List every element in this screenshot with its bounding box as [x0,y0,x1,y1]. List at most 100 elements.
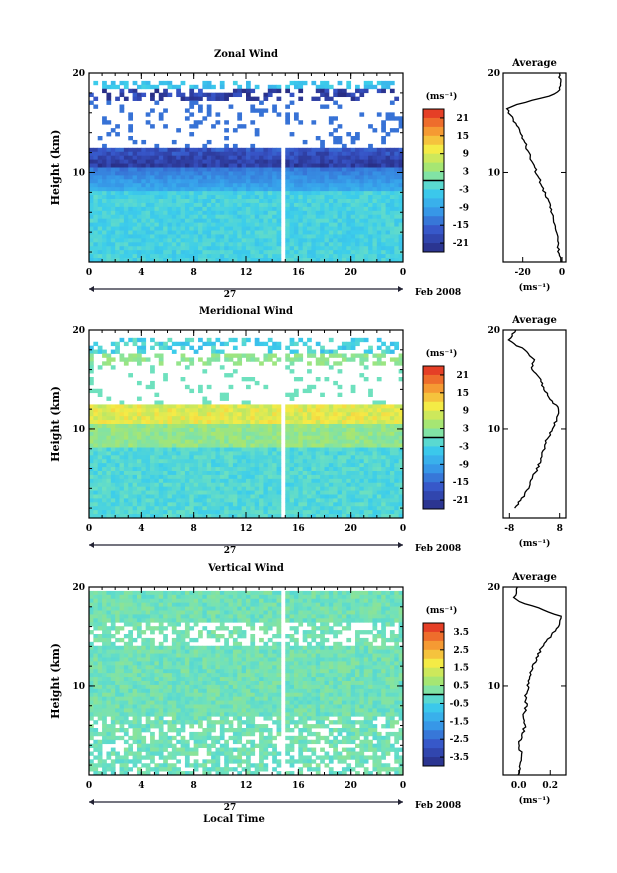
heatmap-cell [106,120,112,125]
heatmap-cell [163,435,168,441]
heatmap-cell [198,510,203,515]
y-tick-label: 20 [72,69,85,79]
heatmap-cell [198,254,203,259]
heatmap-cell [206,92,212,98]
heatmap-cell [211,447,216,452]
heatmap-cell [341,250,347,255]
heatmap-cell [346,132,352,137]
heatmap-cell [363,242,369,247]
heatmap-cell [368,238,373,243]
heatmap-cell [394,424,400,429]
heatmap-cell [206,357,212,362]
heatmap-cell [189,459,195,464]
heatmap-cell [315,84,321,90]
heatmap-cell [376,88,382,94]
heatmap-cell [180,408,186,413]
heatmap-cell [232,451,238,456]
heatmap-cell [267,502,273,507]
heatmap-cell [254,202,260,208]
heatmap-cell [307,474,312,480]
panel-title: Zonal Wind [214,49,278,60]
heatmap-cell [246,167,251,172]
heatmap-cell [376,451,382,456]
heatmap-cell [119,455,125,460]
heatmap-cell [158,147,164,153]
heatmap-cell [398,120,404,125]
heatmap-cell [189,451,195,456]
heatmap-cell [171,230,177,235]
heatmap-cell [136,345,142,350]
heatmap-cell [259,214,264,220]
heatmap-cell [350,179,356,184]
heatmap-cell [241,163,247,168]
heatmap-cell [141,471,147,476]
heatmap-cell [355,427,360,433]
heatmap-cell [115,349,120,354]
heatmap-cell [372,404,378,409]
heatmap-cell [272,471,277,476]
heatmap-cell [167,187,173,192]
heatmap-cell [158,163,164,168]
heatmap-cell [228,459,234,464]
heatmap-cell [154,254,160,259]
heatmap-cell [389,435,395,441]
heatmap-cell [158,455,164,460]
heatmap-cell [150,435,155,441]
heatmap-cell [224,128,229,133]
heatmap-cell [219,218,225,224]
heatmap-cell [232,199,238,204]
heatmap-cell [224,230,229,235]
heatmap-cell [241,455,247,460]
heatmap-cell [389,155,395,161]
heatmap-cell [145,494,151,499]
heatmap-cell [171,498,177,503]
heatmap-cell [206,254,212,259]
heatmap-cell [224,439,229,444]
heatmap-cell [224,163,229,168]
heatmap-cell [272,175,277,180]
heatmap-cell [337,250,343,255]
heatmap-cell [315,506,321,511]
heatmap-cell [359,250,365,255]
heatmap-cell [333,179,338,184]
panel-title: Meridional Wind [199,306,293,317]
heatmap-cell [180,345,186,350]
heatmap-cell [298,88,304,94]
heatmap-cell [202,408,208,413]
heatmap-cell [302,459,308,464]
heatmap-cell [150,369,155,374]
heatmap-cell [184,467,190,472]
heatmap-cell [385,246,391,251]
heatmap-cell [263,96,269,101]
heatmap-cell [202,459,208,464]
heatmap-cell [376,443,382,448]
heatmap-cell [89,357,94,362]
heatmap-cell [311,242,317,247]
heatmap-cell [128,353,134,358]
heatmap-cell [102,416,107,421]
heatmap-cell [163,498,168,503]
heatmap-cell [254,199,260,204]
heatmap-cell [150,482,155,488]
heatmap-cell [267,238,273,243]
heatmap-cell [171,408,177,413]
heatmap-cell [141,498,147,503]
heatmap-cell [337,199,343,204]
heatmap-cell [355,451,360,456]
heatmap-cell [298,147,304,153]
heatmap-cell [219,455,225,460]
heatmap-cell [97,175,103,180]
heatmap-cell [315,147,321,153]
heatmap-cell [372,258,378,263]
heatmap-cell [145,412,151,417]
heatmap-cell [93,474,99,480]
heatmap-cell [237,431,243,437]
heatmap-cell [254,246,260,251]
heatmap-cell [341,88,347,94]
heatmap-cell [206,147,212,153]
y-tick-label: 20 [72,326,85,336]
heatmap-cell [259,459,264,464]
heatmap-cell [97,159,103,164]
heatmap-cell [289,455,295,460]
heatmap-cell [189,214,195,220]
